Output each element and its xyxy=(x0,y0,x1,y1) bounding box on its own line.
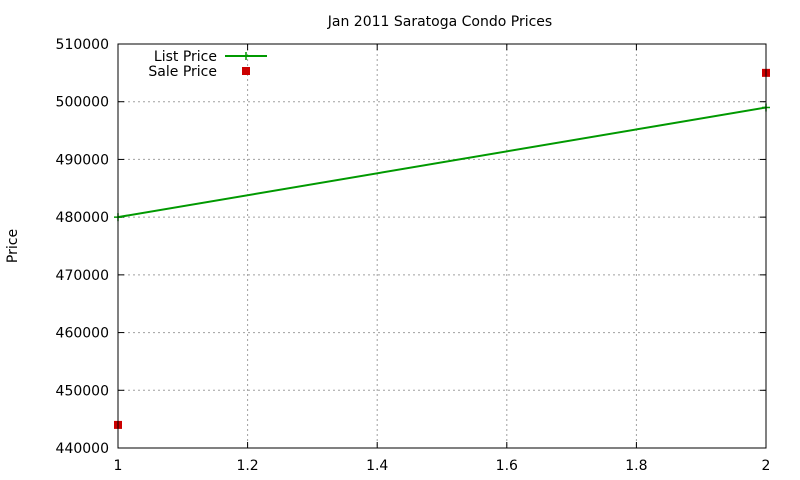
y-axis-label: Price xyxy=(5,229,21,263)
y-tick-label: 470000 xyxy=(56,268,109,284)
series xyxy=(114,68,770,429)
x-tick-label: 1.6 xyxy=(496,458,518,474)
x-tick-label: 1.8 xyxy=(625,458,647,474)
series-line-list-price xyxy=(117,106,767,219)
y-tick-label: 510000 xyxy=(56,37,109,53)
legend-label: List Price xyxy=(154,49,217,65)
chart-title: Jan 2011 Saratoga Condo Prices xyxy=(327,14,552,30)
y-tick-labels: 440000 450000 460000 470000 480000 490000 5000… xyxy=(56,37,109,457)
y-tick-label: 490000 xyxy=(56,152,109,168)
y-tick-label: 460000 xyxy=(56,326,109,342)
legend-marker-sale-price xyxy=(242,67,250,75)
x-tick-labels: 1 1.2 1.4 1.6 1.8 2 xyxy=(114,458,771,474)
y-tick-label: 500000 xyxy=(56,95,109,111)
plot-frame xyxy=(117,43,767,449)
y-tick-label: 480000 xyxy=(56,210,109,226)
x-tick-label: 1 xyxy=(114,458,123,474)
legend-label: Sale Price xyxy=(148,64,217,80)
grid xyxy=(118,44,766,448)
y-tick-label: 450000 xyxy=(56,383,109,399)
x-tick-label: 1.2 xyxy=(236,458,258,474)
x-tick-label: 1.4 xyxy=(366,458,388,474)
y-tick-label: 440000 xyxy=(56,441,109,457)
x-tick-label: 2 xyxy=(762,458,771,474)
tick-marks xyxy=(117,43,767,449)
